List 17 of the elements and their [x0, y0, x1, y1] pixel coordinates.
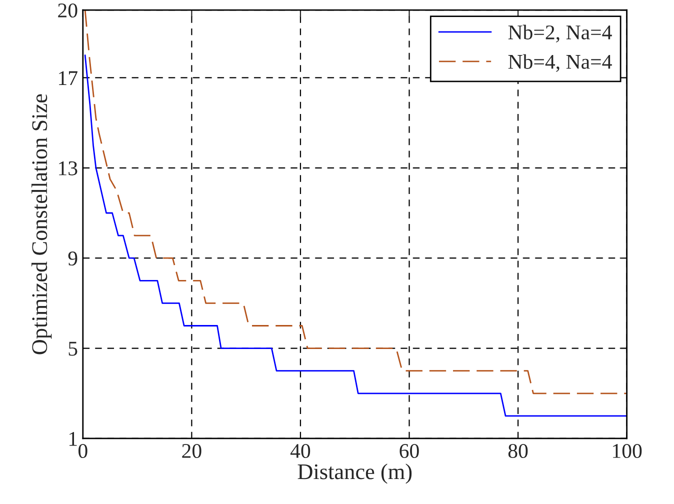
legend-label: Nb=4, Na=4 [508, 54, 612, 72]
x-axis-title: Distance (m) [298, 464, 412, 484]
line-series [84, 54, 627, 417]
x-tick-label: 100 [613, 444, 642, 458]
x-tick-label: 20 [182, 444, 202, 458]
y-tick-label: 17 [59, 71, 78, 85]
y-tick-label: 13 [59, 161, 78, 176]
y-tick-label: 9 [68, 252, 78, 266]
y-tick-label: 20 [58, 3, 78, 18]
y-tick-label: 5 [68, 342, 78, 356]
legend-label: Nb=2, Na=4 [508, 24, 612, 42]
x-tick-label: 0 [78, 444, 88, 458]
x-tick-label: 80 [508, 444, 528, 458]
x-tick-label: 60 [400, 444, 419, 458]
y-tick-label: 1 [69, 432, 77, 446]
x-tick-label: 40 [290, 444, 310, 458]
y-axis-title: Optimized Constellation Size [32, 94, 52, 354]
